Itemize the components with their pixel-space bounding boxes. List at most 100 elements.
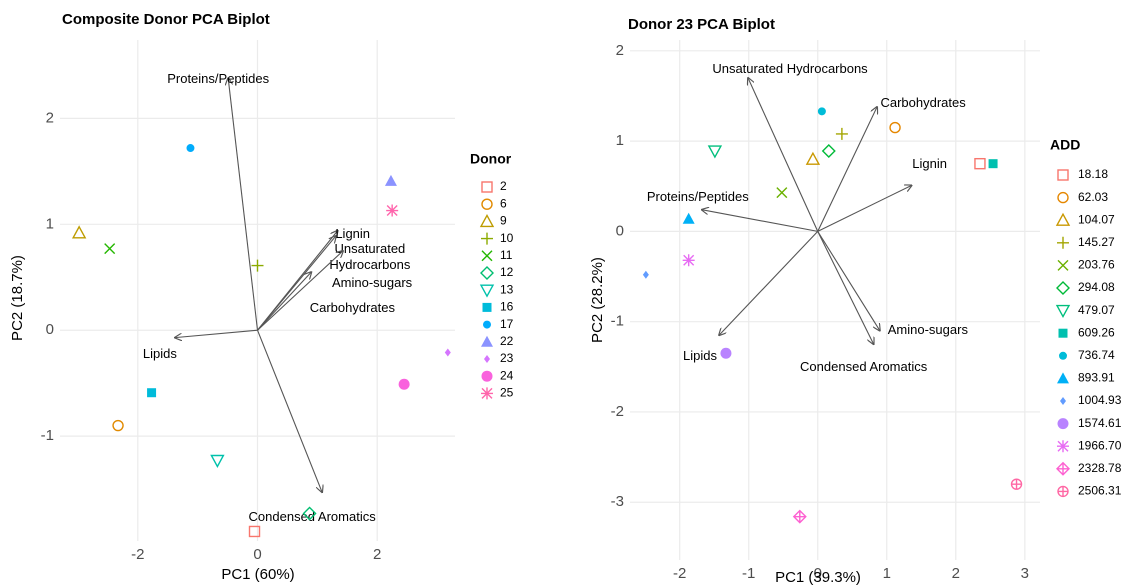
legend-marker xyxy=(1057,191,1069,204)
y-tick-label: 1 xyxy=(46,215,54,232)
legend-marker xyxy=(481,387,493,400)
loading-arrow xyxy=(228,78,259,331)
loading-label-box: Carbohydrates xyxy=(880,94,966,110)
legend-label: 23 xyxy=(500,351,514,365)
loading-label-box: Lipids xyxy=(142,345,177,361)
loading-label: Carbohydrates xyxy=(309,299,395,315)
legend-marker xyxy=(1057,440,1069,453)
x-tick-label: 0 xyxy=(814,565,822,582)
legend-label: 24 xyxy=(500,368,514,382)
y-tick-label: 1 xyxy=(616,132,624,149)
loading-arrow xyxy=(702,210,818,232)
loading-label: Proteins/Peptides xyxy=(646,188,749,204)
point xyxy=(776,187,788,199)
legend-label: 12 xyxy=(500,265,514,279)
x-tick-label: -2 xyxy=(131,546,144,563)
legend-marker xyxy=(1057,485,1069,498)
loading-label: Lignin xyxy=(912,156,947,172)
loading-arrow xyxy=(748,78,819,232)
y-tick-label: -1 xyxy=(41,427,54,444)
point xyxy=(642,270,649,279)
legend-label: 25 xyxy=(500,386,514,400)
loading-label: Condensed Aromatics xyxy=(800,359,928,375)
legend-marker xyxy=(482,302,492,312)
y-tick-label: 2 xyxy=(46,109,54,126)
loading-label: Proteins/Peptides xyxy=(167,71,270,87)
legend-label: 11 xyxy=(500,248,513,262)
legend-label: 1574.61 xyxy=(1078,416,1122,430)
legend-label: 145.27 xyxy=(1078,235,1115,249)
chart-title: Donor 23 PCA Biplot xyxy=(628,16,775,33)
x-tick-label: 1 xyxy=(883,565,891,582)
point xyxy=(835,127,848,140)
legend-label: 893.91 xyxy=(1078,371,1115,385)
point xyxy=(720,347,732,359)
loading-label-box: Unsaturated Hydrocarbons xyxy=(329,241,410,272)
point xyxy=(210,454,225,468)
legend-marker xyxy=(481,198,493,210)
legend-marker xyxy=(483,320,491,329)
legend-marker xyxy=(481,335,493,347)
x-tick-label: 2 xyxy=(952,565,960,582)
legend-label: 609.26 xyxy=(1078,325,1115,339)
legend-marker xyxy=(1055,304,1071,319)
point xyxy=(444,348,451,357)
legend-marker xyxy=(1057,236,1069,249)
legend-marker xyxy=(1055,212,1071,226)
legend-marker xyxy=(1059,351,1067,360)
point xyxy=(147,388,157,398)
loading-arrow xyxy=(817,185,912,232)
legend-label: 18.18 xyxy=(1078,167,1108,181)
legend-marker xyxy=(480,266,494,280)
y-tick-label: -3 xyxy=(611,493,624,510)
legend-label: 9 xyxy=(500,214,507,228)
loading-label-box: Carbohydrates xyxy=(309,299,395,315)
point xyxy=(248,525,261,538)
point xyxy=(817,107,826,116)
loading-label-box: Condensed Aromatics xyxy=(800,359,928,375)
loading-label-box: Lignin xyxy=(335,226,370,241)
legend-marker xyxy=(481,181,493,193)
legend-title: Donor xyxy=(470,151,512,167)
loading-label: Unsaturated Hydrocarbons xyxy=(712,60,868,76)
legend-label: 203.76 xyxy=(1078,258,1115,272)
y-tick-label: -2 xyxy=(611,403,624,420)
x-tick-label: -2 xyxy=(673,565,686,582)
loading-label: Amino-sugars xyxy=(887,321,968,337)
legend-label: 62.03 xyxy=(1078,190,1108,204)
loading-label: Lipids xyxy=(142,345,177,361)
legend-marker xyxy=(1056,461,1070,476)
loading-arrow xyxy=(256,330,323,492)
loading-arrow xyxy=(817,231,880,330)
legend-marker xyxy=(1057,259,1069,271)
legend-marker xyxy=(481,232,493,245)
legend-marker xyxy=(1057,372,1069,384)
loading-label: Carbohydrates xyxy=(880,94,966,110)
legend-marker xyxy=(1057,169,1069,181)
legend-label: 2506.31 xyxy=(1078,484,1122,498)
legend-marker xyxy=(479,213,495,228)
point xyxy=(792,509,807,524)
point xyxy=(384,174,397,186)
legend-marker xyxy=(479,284,495,298)
loading-arrow xyxy=(257,236,336,331)
legend-marker xyxy=(484,355,490,363)
loading-label-box: Proteins/Peptides xyxy=(167,71,270,87)
legend-marker xyxy=(1056,281,1070,295)
legend-label: 479.07 xyxy=(1078,303,1115,317)
loading-arrow xyxy=(817,107,877,232)
loading-arrow xyxy=(719,231,819,335)
point xyxy=(889,121,901,134)
y-tick-label: 2 xyxy=(616,42,624,59)
x-tick-label: 2 xyxy=(373,546,381,563)
loading-label: Amino-sugars xyxy=(331,274,413,290)
point xyxy=(988,159,998,169)
y-axis-label: PC2 (28.2%) xyxy=(589,257,606,343)
loading-label-box: Lipids xyxy=(683,348,717,363)
legend-label: 16 xyxy=(500,300,514,314)
y-tick-label: 0 xyxy=(616,222,624,239)
legend-label: 736.74 xyxy=(1078,348,1115,362)
y-axis-label: PC2 (18.7%) xyxy=(9,255,26,341)
